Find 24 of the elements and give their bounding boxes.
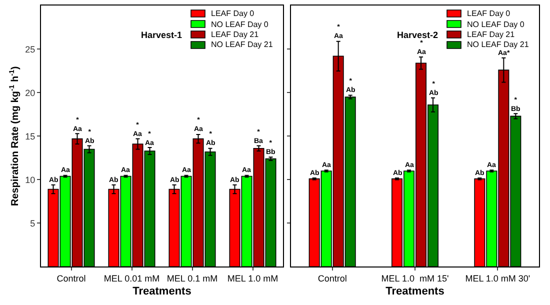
y-tick-label: 10 (25, 174, 36, 185)
y-tick-label: 5 (30, 218, 36, 228)
y-tick-label: 25 (25, 44, 36, 54)
legend-label: NO LEAF Day 21 (467, 40, 530, 49)
x-tick-label: MEL 1.0 mM 15' (381, 274, 449, 284)
x-axis-title: Treatments (132, 286, 192, 298)
y-tick-label: 15 (25, 131, 36, 142)
x-axis-title: Treatments (386, 286, 444, 298)
legend-label: LEAF Day 21 (467, 30, 516, 39)
x-tick-label: MEL 0.01 mM (104, 274, 160, 284)
legend-label: LEAF Day 0 (211, 9, 255, 18)
legend-label: LEAF Day 0 (467, 9, 511, 18)
x-tick-label: MEL 1.0 mM (227, 274, 278, 284)
annotation: Harvest-2 (397, 30, 438, 40)
x-tick-label: MEL 1.0 mM 30' (465, 274, 530, 284)
legend-label: LEAF Day 21 (211, 30, 260, 39)
y-tick-label: 20 (25, 88, 36, 98)
legend-label: NO LEAF Day 21 (211, 40, 274, 49)
x-tick-label: Control (318, 274, 347, 284)
legend-label: NO LEAF Day 0 (211, 20, 269, 29)
annotation: Harvest-1 (141, 30, 182, 40)
legend-label: NO LEAF Day 0 (467, 20, 525, 29)
x-tick-label: MEL 0.1 mM (166, 274, 218, 284)
x-tick-label: Control (56, 274, 86, 284)
